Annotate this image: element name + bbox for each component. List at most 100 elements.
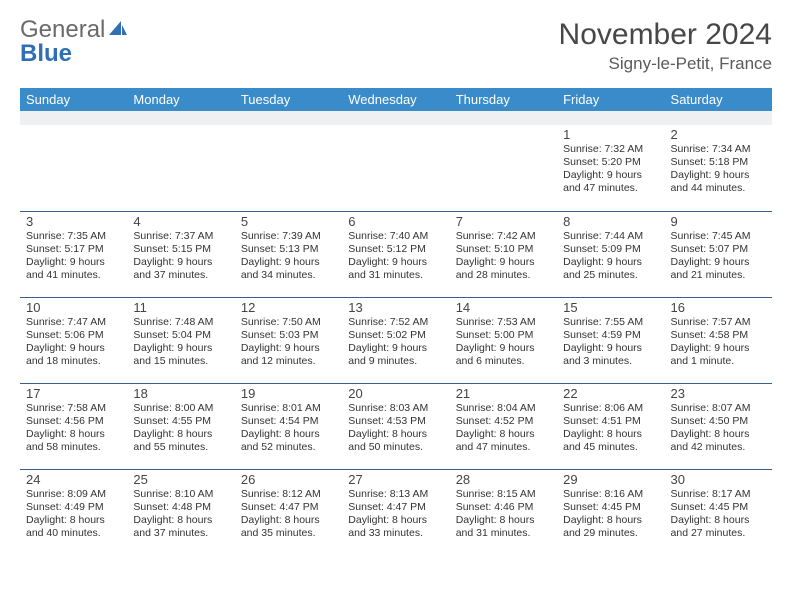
logo-word-general: General <box>20 16 105 43</box>
day-number: 18 <box>133 386 228 401</box>
calendar-day-cell: 12Sunrise: 7:50 AMSunset: 5:03 PMDayligh… <box>235 297 342 383</box>
calendar-day-cell: 11Sunrise: 7:48 AMSunset: 5:04 PMDayligh… <box>127 297 234 383</box>
day-number: 1 <box>563 127 658 142</box>
day-details: Sunrise: 7:50 AMSunset: 5:03 PMDaylight:… <box>241 316 336 369</box>
day-details: Sunrise: 8:15 AMSunset: 4:46 PMDaylight:… <box>456 488 551 541</box>
day-details: Sunrise: 8:13 AMSunset: 4:47 PMDaylight:… <box>348 488 443 541</box>
day-number: 6 <box>348 214 443 229</box>
day-details: Sunrise: 7:44 AMSunset: 5:09 PMDaylight:… <box>563 230 658 283</box>
calendar-table: SundayMondayTuesdayWednesdayThursdayFrid… <box>20 88 772 555</box>
day-number: 11 <box>133 300 228 315</box>
logo-word-blue: Blue <box>20 40 72 67</box>
day-details: Sunrise: 7:37 AMSunset: 5:15 PMDaylight:… <box>133 230 228 283</box>
calendar-day-cell: 30Sunrise: 8:17 AMSunset: 4:45 PMDayligh… <box>665 469 772 555</box>
logo-text: General Blue <box>20 18 129 66</box>
day-number: 16 <box>671 300 766 315</box>
day-number: 29 <box>563 472 658 487</box>
day-details: Sunrise: 7:53 AMSunset: 5:00 PMDaylight:… <box>456 316 551 369</box>
calendar-day-cell: 27Sunrise: 8:13 AMSunset: 4:47 PMDayligh… <box>342 469 449 555</box>
calendar-day-cell <box>20 125 127 211</box>
calendar-week-row: 17Sunrise: 7:58 AMSunset: 4:56 PMDayligh… <box>20 383 772 469</box>
day-of-week-header: Wednesday <box>342 88 449 111</box>
day-of-week-header: Sunday <box>20 88 127 111</box>
day-details: Sunrise: 8:03 AMSunset: 4:53 PMDaylight:… <box>348 402 443 455</box>
day-of-week-header: Friday <box>557 88 664 111</box>
day-number: 23 <box>671 386 766 401</box>
calendar-day-cell: 14Sunrise: 7:53 AMSunset: 5:00 PMDayligh… <box>450 297 557 383</box>
day-details: Sunrise: 8:10 AMSunset: 4:48 PMDaylight:… <box>133 488 228 541</box>
logo-sail-icon <box>107 18 129 42</box>
day-details: Sunrise: 7:47 AMSunset: 5:06 PMDaylight:… <box>26 316 121 369</box>
day-number: 12 <box>241 300 336 315</box>
calendar-day-cell: 28Sunrise: 8:15 AMSunset: 4:46 PMDayligh… <box>450 469 557 555</box>
day-details: Sunrise: 7:55 AMSunset: 4:59 PMDaylight:… <box>563 316 658 369</box>
day-number: 28 <box>456 472 551 487</box>
day-number: 26 <box>241 472 336 487</box>
day-details: Sunrise: 8:09 AMSunset: 4:49 PMDaylight:… <box>26 488 121 541</box>
calendar-day-cell: 8Sunrise: 7:44 AMSunset: 5:09 PMDaylight… <box>557 211 664 297</box>
day-number: 10 <box>26 300 121 315</box>
calendar-day-cell: 10Sunrise: 7:47 AMSunset: 5:06 PMDayligh… <box>20 297 127 383</box>
calendar-day-cell <box>127 125 234 211</box>
day-number: 19 <box>241 386 336 401</box>
calendar-day-cell <box>450 125 557 211</box>
day-number: 4 <box>133 214 228 229</box>
day-details: Sunrise: 8:04 AMSunset: 4:52 PMDaylight:… <box>456 402 551 455</box>
calendar-day-cell: 5Sunrise: 7:39 AMSunset: 5:13 PMDaylight… <box>235 211 342 297</box>
calendar-day-cell <box>342 125 449 211</box>
day-number: 13 <box>348 300 443 315</box>
title-block: November 2024 Signy-le-Petit, France <box>559 18 772 74</box>
day-details: Sunrise: 7:32 AMSunset: 5:20 PMDaylight:… <box>563 143 658 196</box>
day-details: Sunrise: 7:35 AMSunset: 5:17 PMDaylight:… <box>26 230 121 283</box>
spacer-row <box>20 111 772 125</box>
location-label: Signy-le-Petit, France <box>559 54 772 74</box>
day-number: 5 <box>241 214 336 229</box>
calendar-week-row: 3Sunrise: 7:35 AMSunset: 5:17 PMDaylight… <box>20 211 772 297</box>
day-details: Sunrise: 7:40 AMSunset: 5:12 PMDaylight:… <box>348 230 443 283</box>
calendar-day-cell: 22Sunrise: 8:06 AMSunset: 4:51 PMDayligh… <box>557 383 664 469</box>
calendar-day-cell: 24Sunrise: 8:09 AMSunset: 4:49 PMDayligh… <box>20 469 127 555</box>
calendar-day-cell: 26Sunrise: 8:12 AMSunset: 4:47 PMDayligh… <box>235 469 342 555</box>
day-number: 9 <box>671 214 766 229</box>
day-details: Sunrise: 8:17 AMSunset: 4:45 PMDaylight:… <box>671 488 766 541</box>
calendar-day-cell: 3Sunrise: 7:35 AMSunset: 5:17 PMDaylight… <box>20 211 127 297</box>
calendar-day-cell: 7Sunrise: 7:42 AMSunset: 5:10 PMDaylight… <box>450 211 557 297</box>
day-number: 21 <box>456 386 551 401</box>
calendar-day-cell: 6Sunrise: 7:40 AMSunset: 5:12 PMDaylight… <box>342 211 449 297</box>
calendar-week-row: 10Sunrise: 7:47 AMSunset: 5:06 PMDayligh… <box>20 297 772 383</box>
day-number: 22 <box>563 386 658 401</box>
day-number: 15 <box>563 300 658 315</box>
calendar-day-cell: 16Sunrise: 7:57 AMSunset: 4:58 PMDayligh… <box>665 297 772 383</box>
calendar-day-cell: 25Sunrise: 8:10 AMSunset: 4:48 PMDayligh… <box>127 469 234 555</box>
day-number: 17 <box>26 386 121 401</box>
day-number: 20 <box>348 386 443 401</box>
day-of-week-header: Thursday <box>450 88 557 111</box>
calendar-day-cell: 19Sunrise: 8:01 AMSunset: 4:54 PMDayligh… <box>235 383 342 469</box>
day-number: 27 <box>348 472 443 487</box>
day-details: Sunrise: 7:39 AMSunset: 5:13 PMDaylight:… <box>241 230 336 283</box>
calendar-week-row: 1Sunrise: 7:32 AMSunset: 5:20 PMDaylight… <box>20 125 772 211</box>
calendar-day-cell: 18Sunrise: 8:00 AMSunset: 4:55 PMDayligh… <box>127 383 234 469</box>
day-of-week-header: Saturday <box>665 88 772 111</box>
day-details: Sunrise: 7:58 AMSunset: 4:56 PMDaylight:… <box>26 402 121 455</box>
day-details: Sunrise: 8:01 AMSunset: 4:54 PMDaylight:… <box>241 402 336 455</box>
month-title: November 2024 <box>559 18 772 52</box>
calendar-day-cell <box>235 125 342 211</box>
day-details: Sunrise: 7:52 AMSunset: 5:02 PMDaylight:… <box>348 316 443 369</box>
day-details: Sunrise: 8:07 AMSunset: 4:50 PMDaylight:… <box>671 402 766 455</box>
day-number: 24 <box>26 472 121 487</box>
day-number: 7 <box>456 214 551 229</box>
day-number: 25 <box>133 472 228 487</box>
calendar-day-cell: 1Sunrise: 7:32 AMSunset: 5:20 PMDaylight… <box>557 125 664 211</box>
logo: General Blue <box>20 18 129 66</box>
calendar-day-cell: 2Sunrise: 7:34 AMSunset: 5:18 PMDaylight… <box>665 125 772 211</box>
day-details: Sunrise: 7:42 AMSunset: 5:10 PMDaylight:… <box>456 230 551 283</box>
calendar-day-cell: 21Sunrise: 8:04 AMSunset: 4:52 PMDayligh… <box>450 383 557 469</box>
day-details: Sunrise: 8:12 AMSunset: 4:47 PMDaylight:… <box>241 488 336 541</box>
calendar-day-cell: 20Sunrise: 8:03 AMSunset: 4:53 PMDayligh… <box>342 383 449 469</box>
calendar-week-row: 24Sunrise: 8:09 AMSunset: 4:49 PMDayligh… <box>20 469 772 555</box>
day-of-week-row: SundayMondayTuesdayWednesdayThursdayFrid… <box>20 88 772 111</box>
calendar-day-cell: 9Sunrise: 7:45 AMSunset: 5:07 PMDaylight… <box>665 211 772 297</box>
day-details: Sunrise: 7:57 AMSunset: 4:58 PMDaylight:… <box>671 316 766 369</box>
day-details: Sunrise: 8:00 AMSunset: 4:55 PMDaylight:… <box>133 402 228 455</box>
